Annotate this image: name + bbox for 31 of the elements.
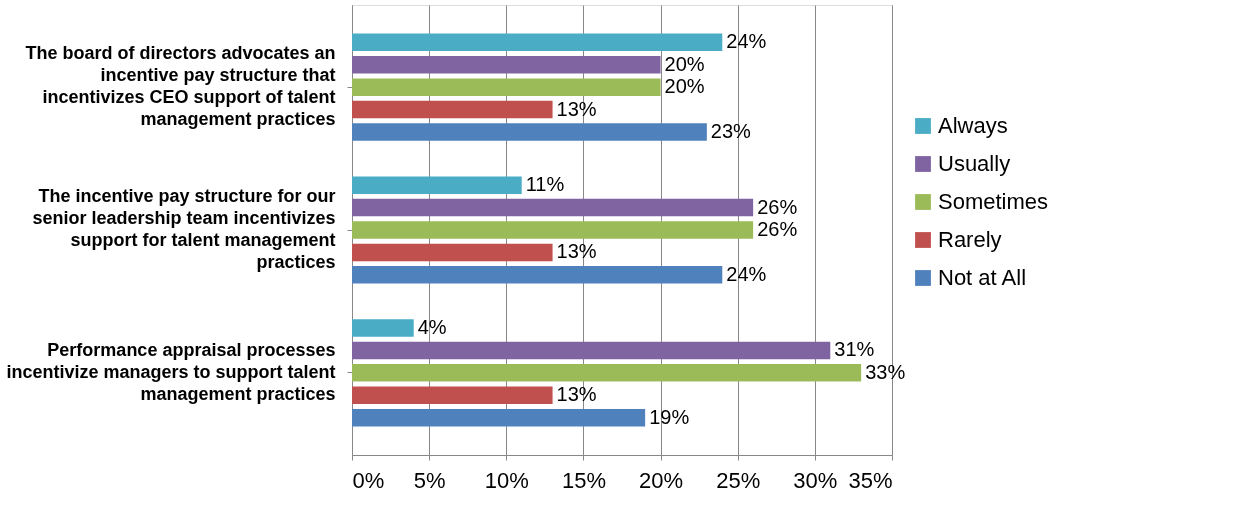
- data-label: 23%: [710, 119, 752, 142]
- legend-label: Not at All: [938, 265, 1027, 290]
- data-label: 26%: [757, 195, 798, 218]
- data-label: 33%: [865, 360, 906, 383]
- x-tick-label: 35%: [848, 467, 893, 493]
- x-tick-label: 20%: [639, 467, 684, 493]
- legend-label: Rarely: [938, 227, 1002, 252]
- data-label: 20%: [664, 52, 705, 75]
- data-label: 4%: [417, 316, 447, 339]
- legend-label: Usually: [938, 151, 1011, 176]
- x-tick-label: 5%: [413, 467, 446, 493]
- y-tick-label: The board of directors advocates an incentive pay structure that incentivizes CEO support of talent management practices: [25, 43, 336, 130]
- x-tick-label: 30%: [793, 467, 838, 493]
- x-tick-label: 15%: [561, 467, 606, 493]
- legend-label: Sometimes: [938, 189, 1049, 214]
- x-tick-label: 25%: [716, 467, 761, 493]
- data-label: 13%: [556, 383, 597, 406]
- y-tick-label: The incentive pay structure for our senior leadership team incentivizes support for talent management practices: [32, 186, 336, 272]
- data-label: 24%: [726, 30, 767, 53]
- data-label: 13%: [556, 97, 597, 120]
- legend-label: Always: [938, 113, 1008, 138]
- data-label: 26%: [757, 218, 798, 240]
- x-tick-label: 10%: [484, 467, 529, 493]
- x-tick-label: 0%: [352, 467, 385, 493]
- data-label: 13%: [556, 240, 597, 263]
- data-label: 11%: [525, 173, 565, 196]
- data-label: 24%: [726, 262, 767, 285]
- data-label: 20%: [664, 75, 705, 98]
- y-tick-label: Performance appraisal processes incentivize managers to support talent management practices: [6, 339, 336, 404]
- data-label: 31%: [834, 338, 875, 361]
- data-label: 19%: [649, 405, 690, 428]
